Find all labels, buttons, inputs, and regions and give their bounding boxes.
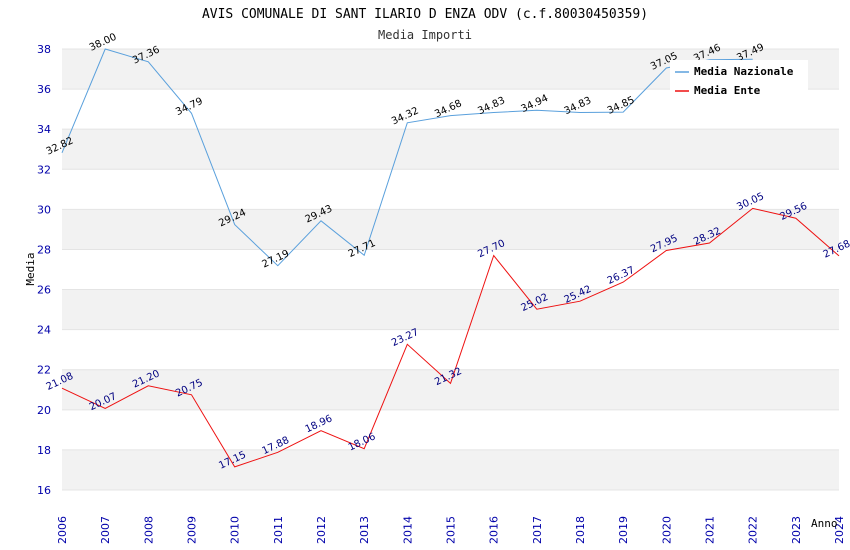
x-tick-label: 2020 [660,516,673,544]
data-label: 34.83 [476,95,507,117]
data-label: 23.27 [390,327,421,349]
x-tick-label: 2017 [531,516,544,544]
y-tick-label: 34 [37,123,51,136]
x-axis-title: Anno [811,517,838,530]
series-line-media-ente [61,207,840,468]
y-tick-label: 20 [37,404,51,417]
x-tick-label: 2014 [401,516,414,544]
legend: Media Nazionale Media Ente [670,60,808,100]
data-label: 27.19 [260,248,291,270]
y-tick-label: 22 [37,364,51,377]
x-tick-label: 2006 [56,516,69,544]
data-label: 34.68 [433,98,464,120]
chart-title: AVIS COMUNALE DI SANT ILARIO D ENZA ODV … [202,7,648,22]
grid-band [62,129,839,170]
y-tick-label: 36 [37,83,51,96]
y-tick-label: 24 [37,324,51,337]
x-tick-label: 2021 [704,516,717,544]
x-tick-label: 2010 [229,516,242,544]
x-tick-label: 2022 [747,516,760,544]
x-axis-ticks: 2006 2007 2008 2009 2010 2011 2012 2013 2014 2015… [56,516,846,544]
legend-label-media-nazionale: Media Nazionale [694,65,794,78]
data-label: 34.94 [519,93,550,115]
grid-band [62,209,839,250]
x-tick-label: 2019 [617,516,630,544]
x-tick-label: 2023 [790,516,803,544]
y-tick-label: 16 [37,484,51,497]
data-label: 34.83 [563,95,594,117]
data-label: 34.32 [390,105,421,127]
x-tick-label: 2009 [186,516,199,544]
grid-band [62,289,839,330]
y-tick-label: 38 [37,43,51,56]
y-tick-label: 18 [37,444,51,457]
x-tick-label: 2008 [142,516,155,544]
x-tick-label: 2018 [574,516,587,544]
series-line-media-nazionale [61,48,753,267]
y-tick-label: 26 [37,284,51,297]
x-tick-label: 2016 [488,516,501,544]
legend-box [670,60,808,100]
x-tick-label: 2013 [358,516,371,544]
x-tick-label: 2011 [272,516,285,544]
legend-label-media-ente: Media Ente [694,84,761,97]
x-tick-label: 2012 [315,516,328,544]
y-axis-ticks: 16 18 20 22 24 26 28 30 32 34 36 38 [37,43,51,497]
x-tick-label: 2015 [445,516,458,544]
chart-subtitle: Media Importi [378,28,472,42]
x-tick-label: 2007 [99,516,112,544]
data-label: 34.79 [174,96,205,118]
y-tick-label: 32 [37,163,51,176]
y-axis-title: Media [24,252,37,285]
grid-band [62,369,839,410]
y-tick-label: 30 [37,203,51,216]
data-label: 34.85 [606,95,637,117]
grid-band [62,449,839,490]
y-tick-label: 28 [37,243,51,256]
x-tick-label: 2024 [833,516,846,544]
series-lines [61,48,840,468]
